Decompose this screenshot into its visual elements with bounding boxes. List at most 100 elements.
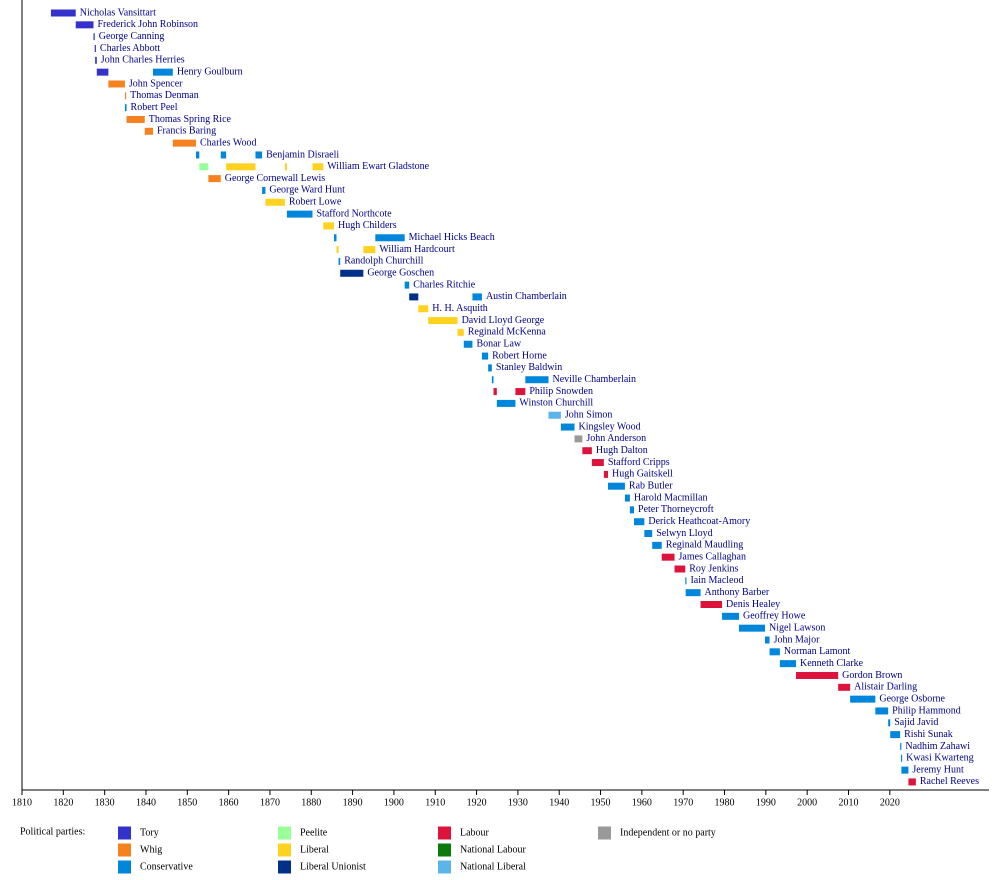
term-bar — [220, 151, 227, 159]
x-tick-label: 1970 — [673, 797, 693, 808]
chancellor-name: Nigel Lawson — [769, 622, 825, 633]
term-bar — [418, 305, 429, 313]
x-tick-label: 1910 — [425, 797, 445, 808]
x-tick-label: 1890 — [343, 797, 363, 808]
term-bar — [323, 222, 335, 230]
x-tick-label: 1900 — [384, 797, 404, 808]
term-bar — [850, 695, 876, 703]
term-bar — [172, 139, 196, 147]
legend-swatch — [118, 843, 131, 857]
chancellor-name: Henry Goulburn — [177, 66, 243, 77]
term-bar — [644, 530, 653, 538]
chancellor-name: Alistair Darling — [854, 682, 917, 693]
term-bar — [286, 210, 313, 218]
term-bar — [124, 104, 127, 112]
term-bar — [336, 246, 339, 254]
chancellor-name: Benjamin Disraeli — [266, 149, 339, 160]
x-tick-label: 1830 — [95, 797, 115, 808]
term-bar — [96, 68, 109, 76]
term-bar — [603, 470, 608, 478]
chancellor-name: John Spencer — [129, 78, 183, 89]
chancellor-name: Jeremy Hunt — [912, 764, 964, 775]
term-bar — [765, 636, 770, 644]
term-bar — [888, 719, 891, 727]
x-tick-label: 1950 — [591, 797, 611, 808]
term-bar — [481, 352, 489, 360]
legend-label: Labour — [460, 827, 490, 838]
term-bar — [685, 577, 687, 585]
chancellor-name: Randolph Churchill — [344, 256, 423, 267]
term-bar — [624, 494, 630, 502]
chancellor-name: John Anderson — [586, 433, 646, 444]
term-bar — [108, 80, 125, 88]
chancellor-name: Charles Abbott — [100, 43, 160, 54]
chancellor-name: Philip Snowden — [529, 386, 593, 397]
chancellor-name: Geoffrey Howe — [743, 611, 806, 622]
term-bar — [722, 612, 739, 620]
term-bar — [312, 163, 324, 171]
term-bar — [634, 518, 645, 526]
legend-swatch — [118, 826, 131, 840]
term-bar — [199, 163, 209, 171]
legend-title: Political parties: — [20, 826, 85, 837]
chancellor-name: Neville Chamberlain — [552, 374, 636, 385]
term-bar — [94, 44, 96, 52]
legend-label: National Liberal — [460, 861, 526, 872]
x-tick-label: 1940 — [549, 797, 569, 808]
term-bar — [284, 163, 287, 171]
term-bar — [126, 115, 145, 123]
chancellor-name: Kenneth Clarke — [800, 658, 864, 669]
chancellor-name: Austin Chamberlain — [486, 291, 567, 302]
chancellor-name: Rachel Reeves — [920, 776, 979, 787]
chancellor-name: Reginald McKenna — [468, 327, 547, 338]
chancellor-name: Philip Hammond — [892, 705, 961, 716]
term-bar — [124, 92, 127, 100]
legend-swatch — [118, 860, 131, 874]
chancellor-name: George Osborne — [879, 693, 945, 704]
term-bar — [661, 553, 675, 561]
chancellor-name: John Simon — [565, 410, 613, 421]
legend-label: Peelite — [300, 827, 328, 838]
legend-swatch — [278, 826, 291, 840]
chancellor-name: Sajid Javid — [894, 717, 938, 728]
term-bar — [363, 246, 376, 254]
chancellor-name: William Hardcourt — [379, 244, 455, 255]
term-bar — [700, 601, 723, 608]
term-bar — [496, 399, 516, 407]
chancellor-name: Nicholas Vansittart — [80, 7, 156, 18]
term-bar — [875, 707, 889, 715]
legend-label: Liberal Unionist — [300, 861, 366, 872]
chancellor-name: George Canning — [99, 31, 165, 42]
legend-label: Tory — [140, 827, 159, 838]
x-tick-label: 1960 — [632, 797, 652, 808]
term-bar — [195, 151, 200, 159]
term-bar — [75, 21, 94, 29]
chancellor-name: Rishi Sunak — [904, 729, 953, 740]
x-tick-label: 2010 — [838, 797, 858, 808]
term-bar — [574, 435, 583, 443]
term-bar — [488, 364, 492, 372]
term-bar — [93, 33, 95, 41]
x-tick-label: 2020 — [880, 797, 900, 808]
chancellor-name: George Goschen — [367, 268, 434, 279]
term-bar — [629, 506, 635, 514]
chancellor-name: John Major — [774, 634, 821, 645]
x-tick-label: 2000 — [797, 797, 817, 808]
x-tick-label: 1920 — [467, 797, 487, 808]
chancellor-name: Norman Lamont — [784, 646, 851, 657]
chancellor-name: Kwasi Kwarteng — [906, 753, 973, 764]
x-tick-label: 1980 — [715, 797, 735, 808]
x-tick-label: 1990 — [756, 797, 776, 808]
chancellor-name: Robert Peel — [131, 102, 178, 113]
chancellor-name: John Charles Herries — [101, 55, 185, 66]
x-tick-label: 1860 — [219, 797, 239, 808]
chancellor-name: Hugh Dalton — [596, 445, 648, 456]
chancellor-name: Harold Macmillan — [634, 492, 708, 503]
term-bar — [560, 423, 575, 431]
chancellor-name: Thomas Denman — [130, 90, 199, 101]
legend-swatch — [438, 843, 451, 857]
chancellor-name: Frederick John Robinson — [97, 19, 198, 30]
chancellor-name: Thomas Spring Rice — [149, 114, 232, 125]
term-bar — [591, 459, 604, 467]
x-tick-label: 1870 — [260, 797, 280, 808]
